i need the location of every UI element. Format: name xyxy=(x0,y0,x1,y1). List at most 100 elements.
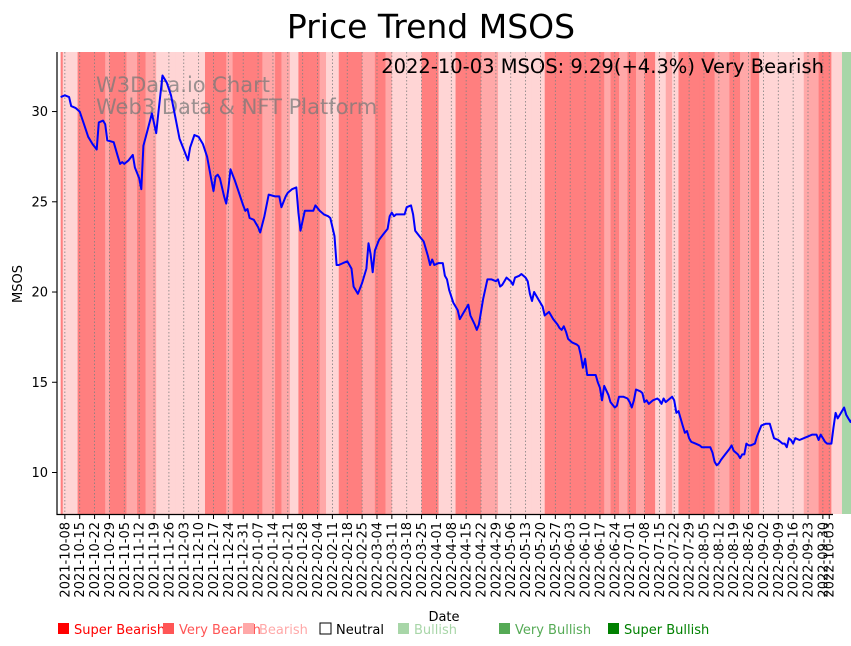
x-ticks: 2021-10-08 2021-10-15 2021-10-22 2021-10-29… xyxy=(58,514,838,598)
sentiment-band-bearish xyxy=(720,52,730,514)
legend-item-super-bullish: Super Bullish xyxy=(608,623,709,638)
x-tick-label: 2021-12-17 xyxy=(207,522,222,598)
sentiment-band-very-bearish xyxy=(472,52,482,514)
x-tick-label: 2022-09-30 xyxy=(816,522,831,598)
x-tick-label: 2022-10-03 xyxy=(823,522,838,598)
x-tick-label: 2021-10-29 xyxy=(103,522,118,598)
sentiment-band-very-bearish xyxy=(90,52,106,514)
sentiment-band-bearish-light xyxy=(156,52,176,514)
sentiment-band-bearish-light xyxy=(289,52,299,514)
chart-title: Price Trend MSOS xyxy=(287,7,575,46)
sentiment-band-very-bearish xyxy=(60,52,64,514)
x-tick-label: 2022-09-09 xyxy=(772,522,787,598)
legend-swatch xyxy=(243,623,254,634)
sentiment-band-bearish xyxy=(319,52,327,514)
y-tick-label: 25 xyxy=(31,195,48,210)
legend-item-very-bullish: Very Bullish xyxy=(499,623,591,638)
sentiment-band-very-bearish xyxy=(77,52,91,514)
watermark-line-2: Web3 Data & NFT Platform xyxy=(96,95,377,119)
legend-swatch xyxy=(163,623,174,634)
vertical-gridlines xyxy=(64,52,830,514)
x-tick-label: 2022-05-06 xyxy=(504,522,519,598)
legend-item-bullish: Bullish xyxy=(398,623,457,638)
x-tick-label: 2021-11-19 xyxy=(148,522,163,598)
x-tick-label: 2022-06-24 xyxy=(608,522,623,598)
x-tick-label: 2022-04-08 xyxy=(445,522,460,598)
x-tick-label: 2021-10-22 xyxy=(88,522,103,598)
x-tick-label: 2022-06-03 xyxy=(564,522,579,598)
watermark-line-1: W3Data.io Chart xyxy=(96,73,270,97)
x-tick-label: 2022-06-10 xyxy=(579,522,594,598)
x-tick-label: 2022-03-04 xyxy=(370,522,385,598)
sentiment-band-bearish xyxy=(262,52,276,514)
legend-label: Bearish xyxy=(259,623,308,638)
legend-label: Super Bearish xyxy=(74,623,165,638)
sentiment-band-very-bearish xyxy=(215,52,227,514)
sentiment-band-bearish xyxy=(385,52,393,514)
sentiment-band-very-bearish xyxy=(587,52,605,514)
sentiment-bands xyxy=(60,52,851,514)
sentiment-band-very-bearish xyxy=(421,52,439,514)
sentiment-band-very-bearish xyxy=(241,52,263,514)
sentiment-band-bearish-light xyxy=(406,52,422,514)
x-tick-label: 2022-04-15 xyxy=(460,522,475,598)
x-tick-label: 2022-07-29 xyxy=(683,522,698,598)
x-tick-label: 2022-05-27 xyxy=(549,522,564,598)
sentiment-band-bearish-light xyxy=(672,52,679,514)
x-tick-label: 2022-09-23 xyxy=(802,522,817,598)
x-tick-label: 2022-06-17 xyxy=(593,522,608,598)
sentiment-band-very-bearish xyxy=(232,52,242,514)
sentiment-band-very-bearish xyxy=(703,52,715,514)
sentiment-band-bearish xyxy=(126,52,138,514)
sentiment-band-bullish-mid xyxy=(841,52,851,514)
x-tick-label: 2022-05-13 xyxy=(519,522,534,598)
price-line-msos xyxy=(60,74,851,467)
x-tick-label: 2022-03-25 xyxy=(415,522,430,598)
x-tick-label: 2022-08-19 xyxy=(727,522,742,598)
sentiment-band-bearish-light xyxy=(498,52,522,514)
sentiment-band-bearish xyxy=(281,52,291,514)
legend-item-neutral: Neutral xyxy=(319,622,384,638)
sentiment-band-very-bearish xyxy=(309,52,321,514)
y-axis-label: MSOS xyxy=(11,265,26,303)
sentiment-band-bearish-light xyxy=(391,52,408,514)
x-tick-label: 2022-09-16 xyxy=(787,522,802,598)
sentiment-band-bearish-light xyxy=(64,52,78,514)
legend-label: Very Bearish xyxy=(179,623,261,638)
x-tick-label: 2022-03-18 xyxy=(400,522,415,598)
sentiment-band-very-bearish xyxy=(204,52,217,514)
x-tick-label: 2021-11-05 xyxy=(118,522,133,598)
sentiment-band-bearish xyxy=(619,52,628,514)
sentiment-band-bearish-light xyxy=(175,52,187,514)
x-tick-label: 2021-12-31 xyxy=(237,522,252,598)
legend-swatch xyxy=(58,623,69,634)
sentiment-band-bearish xyxy=(105,52,110,514)
sentiment-band-very-bearish xyxy=(644,52,656,514)
sentiment-band-bearish xyxy=(491,52,499,514)
latest-price-annotation: 2022-10-03 MSOS: 9.29(+4.3%) Very Bearis… xyxy=(381,55,824,78)
y-tick-label: 30 xyxy=(31,105,48,120)
legend-swatch xyxy=(398,623,409,634)
sentiment-band-very-bearish xyxy=(455,52,473,514)
x-tick-label: 2021-12-24 xyxy=(222,522,237,598)
y-tick-label: 15 xyxy=(31,376,48,391)
x-tick-label: 2021-11-26 xyxy=(162,522,177,598)
x-tick-label: 2022-07-15 xyxy=(653,522,668,598)
x-tick-label: 2022-01-21 xyxy=(281,522,296,598)
sentiment-band-bearish-light xyxy=(531,52,546,514)
x-tick-label: 2022-07-01 xyxy=(623,522,638,598)
sentiment-band-very-bearish xyxy=(275,52,282,514)
y-tick-label: 10 xyxy=(31,466,48,481)
legend-label: Very Bullish xyxy=(515,623,591,638)
sentiment-band-very-bearish xyxy=(750,52,760,514)
legend-item-bearish: Bearish xyxy=(243,623,308,638)
x-axis-label: Date xyxy=(428,610,459,625)
sentiment-band-bearish xyxy=(145,52,157,514)
x-tick-label: 2022-01-14 xyxy=(266,522,281,598)
x-tick-label: 2021-11-12 xyxy=(133,522,148,598)
x-tick-label: 2022-02-25 xyxy=(356,522,371,598)
sentiment-band-bearish xyxy=(362,52,376,514)
sentiment-band-bearish-light xyxy=(185,52,206,514)
